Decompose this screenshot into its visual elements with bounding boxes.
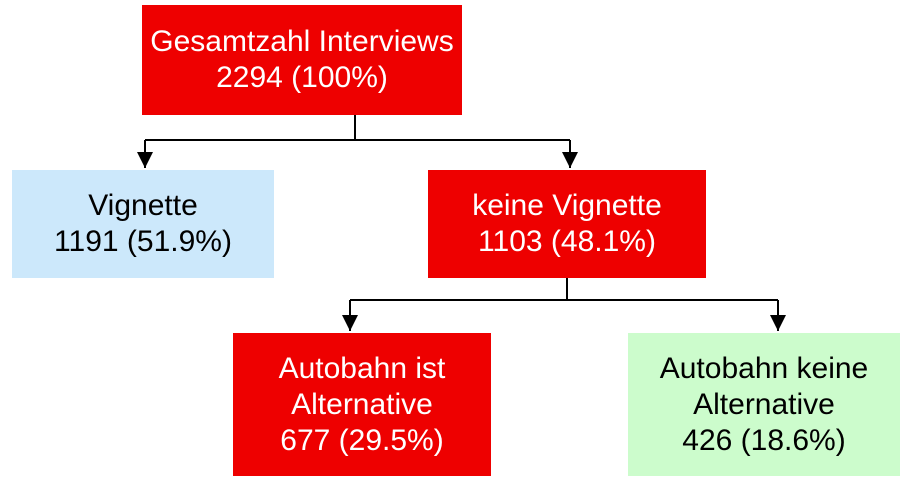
- node-line: 426 (18.6%): [682, 423, 846, 457]
- node-line: Vignette: [88, 189, 198, 222]
- node-line: Alternative: [693, 387, 835, 421]
- node: keine Vignette 1103 (48.1%): [428, 170, 706, 278]
- node-line: Autobahn ist: [278, 351, 446, 385]
- node-line: 677 (29.5%): [280, 423, 444, 457]
- node-line: Gesamtzahl Interviews: [150, 25, 454, 58]
- node-line: Autobahn keine: [659, 351, 869, 385]
- node-line: keine Vignette: [472, 189, 662, 222]
- node: Autobahn keine Alternative 426 (18.6%): [628, 333, 900, 476]
- node: Gesamtzahl Interviews 2294 (100%): [142, 5, 462, 115]
- node-line: 1191 (51.9%): [54, 225, 232, 258]
- node-line: 1103 (48.1%): [478, 225, 656, 258]
- node: Vignette 1191 (51.9%): [12, 170, 274, 278]
- node-line: Alternative: [291, 387, 433, 421]
- node: Autobahn ist Alternative 677 (29.5%): [233, 333, 491, 476]
- node-line: 2294 (100%): [216, 61, 388, 94]
